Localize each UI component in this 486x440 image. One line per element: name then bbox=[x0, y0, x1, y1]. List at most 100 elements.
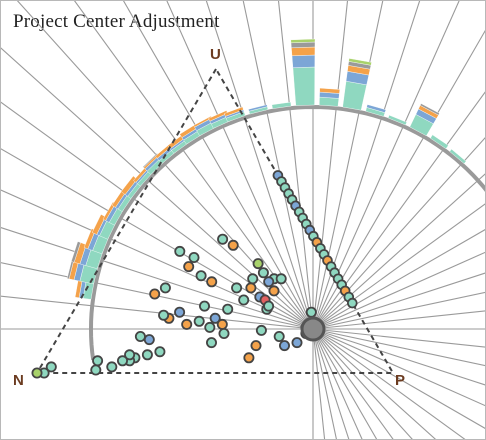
project-point[interactable] bbox=[159, 282, 171, 294]
histogram-segment bbox=[387, 114, 408, 126]
radial-ray bbox=[1, 101, 314, 330]
histogram-segment bbox=[366, 104, 387, 113]
project-point[interactable] bbox=[174, 306, 186, 318]
radial-ray bbox=[312, 1, 421, 330]
radial-ray bbox=[312, 328, 363, 439]
project-point[interactable] bbox=[181, 318, 193, 330]
project-point[interactable] bbox=[278, 340, 290, 352]
ring-arc bbox=[88, 104, 485, 361]
radial-ray bbox=[312, 328, 378, 439]
project-point[interactable] bbox=[291, 337, 303, 349]
project-point[interactable] bbox=[174, 245, 186, 257]
project-point[interactable] bbox=[195, 270, 207, 282]
radial-ray bbox=[312, 173, 485, 330]
project-point[interactable] bbox=[257, 267, 269, 279]
histogram-segment bbox=[271, 101, 292, 109]
radial-ray bbox=[205, 1, 314, 330]
radial-ray bbox=[312, 328, 326, 439]
project-point[interactable] bbox=[188, 251, 200, 263]
radial-ring bbox=[88, 104, 485, 361]
project-point[interactable] bbox=[268, 285, 280, 297]
radial-ray bbox=[312, 328, 394, 439]
project-point[interactable] bbox=[117, 355, 129, 367]
radial-ray bbox=[312, 137, 485, 330]
project-point[interactable] bbox=[209, 312, 221, 324]
radial-ray bbox=[312, 91, 485, 330]
project-point[interactable] bbox=[250, 340, 262, 352]
project-point[interactable] bbox=[90, 364, 102, 376]
radial-ray bbox=[1, 47, 314, 330]
project-point[interactable] bbox=[273, 330, 285, 342]
project-point[interactable] bbox=[245, 282, 257, 294]
project-point[interactable] bbox=[92, 355, 104, 367]
project-point[interactable] bbox=[263, 300, 275, 312]
project-point[interactable] bbox=[158, 309, 170, 321]
project-point[interactable] bbox=[255, 324, 267, 336]
radial-ray bbox=[312, 203, 485, 330]
project-point[interactable] bbox=[124, 349, 136, 361]
radial-ray bbox=[1, 227, 314, 330]
project-point[interactable] bbox=[205, 337, 217, 349]
project-point[interactable] bbox=[217, 233, 229, 245]
project-point[interactable] bbox=[252, 258, 264, 270]
project-points[interactable] bbox=[31, 170, 358, 379]
radial-ray bbox=[312, 328, 436, 439]
center-marker[interactable] bbox=[300, 316, 326, 342]
histogram-segment bbox=[208, 110, 228, 122]
radial-ray bbox=[312, 251, 485, 330]
radial-ray bbox=[74, 1, 314, 330]
histogram-segment bbox=[290, 38, 316, 44]
project-point[interactable] bbox=[204, 321, 216, 333]
project-point[interactable] bbox=[149, 288, 161, 300]
histogram-segment bbox=[348, 58, 372, 66]
radial-ray bbox=[312, 272, 485, 330]
project-point[interactable] bbox=[198, 300, 210, 312]
project-point[interactable] bbox=[243, 352, 255, 364]
histogram-segment bbox=[449, 148, 467, 164]
radial-ray bbox=[312, 291, 485, 330]
histogram-segment bbox=[248, 104, 268, 112]
project-point[interactable] bbox=[45, 361, 57, 373]
project-point[interactable] bbox=[141, 349, 153, 361]
project-point[interactable] bbox=[305, 306, 317, 318]
project-point[interactable] bbox=[193, 315, 205, 327]
radial-histogram bbox=[66, 38, 467, 300]
project-point[interactable] bbox=[216, 318, 228, 330]
project-point[interactable] bbox=[134, 330, 146, 342]
histogram-segment bbox=[319, 87, 341, 94]
project-point[interactable] bbox=[275, 273, 287, 285]
vertex-label-n: N bbox=[13, 372, 24, 389]
radial-ray bbox=[166, 1, 314, 330]
project-center[interactable] bbox=[300, 316, 326, 342]
project-point[interactable] bbox=[206, 276, 218, 288]
histogram-segment bbox=[342, 80, 367, 111]
histogram-segment bbox=[91, 214, 106, 235]
project-point[interactable] bbox=[247, 273, 259, 285]
project-point[interactable] bbox=[31, 367, 43, 379]
project-point[interactable] bbox=[263, 276, 275, 288]
project-point[interactable] bbox=[154, 346, 166, 358]
vertex-label-u: U bbox=[210, 46, 221, 63]
histogram-segment bbox=[83, 228, 96, 250]
project-point[interactable] bbox=[231, 282, 243, 294]
project-point[interactable] bbox=[222, 303, 234, 315]
project-point[interactable] bbox=[218, 327, 230, 339]
histogram-segment bbox=[70, 241, 81, 263]
radial-ray bbox=[312, 29, 485, 330]
project-point[interactable] bbox=[143, 334, 155, 346]
project-point[interactable] bbox=[183, 261, 195, 273]
edge-point[interactable] bbox=[346, 297, 358, 309]
radial-ray bbox=[312, 328, 485, 367]
project-point[interactable] bbox=[238, 294, 250, 306]
project-point[interactable] bbox=[106, 361, 118, 373]
radial-ray bbox=[312, 328, 413, 439]
histogram-segment bbox=[430, 134, 449, 149]
project-point[interactable] bbox=[227, 239, 239, 251]
histogram-segment bbox=[319, 96, 340, 107]
radial-ray bbox=[277, 1, 314, 330]
radial-ray bbox=[312, 328, 350, 439]
vertex-label-p: P bbox=[395, 372, 405, 389]
histogram-segment bbox=[120, 175, 138, 195]
